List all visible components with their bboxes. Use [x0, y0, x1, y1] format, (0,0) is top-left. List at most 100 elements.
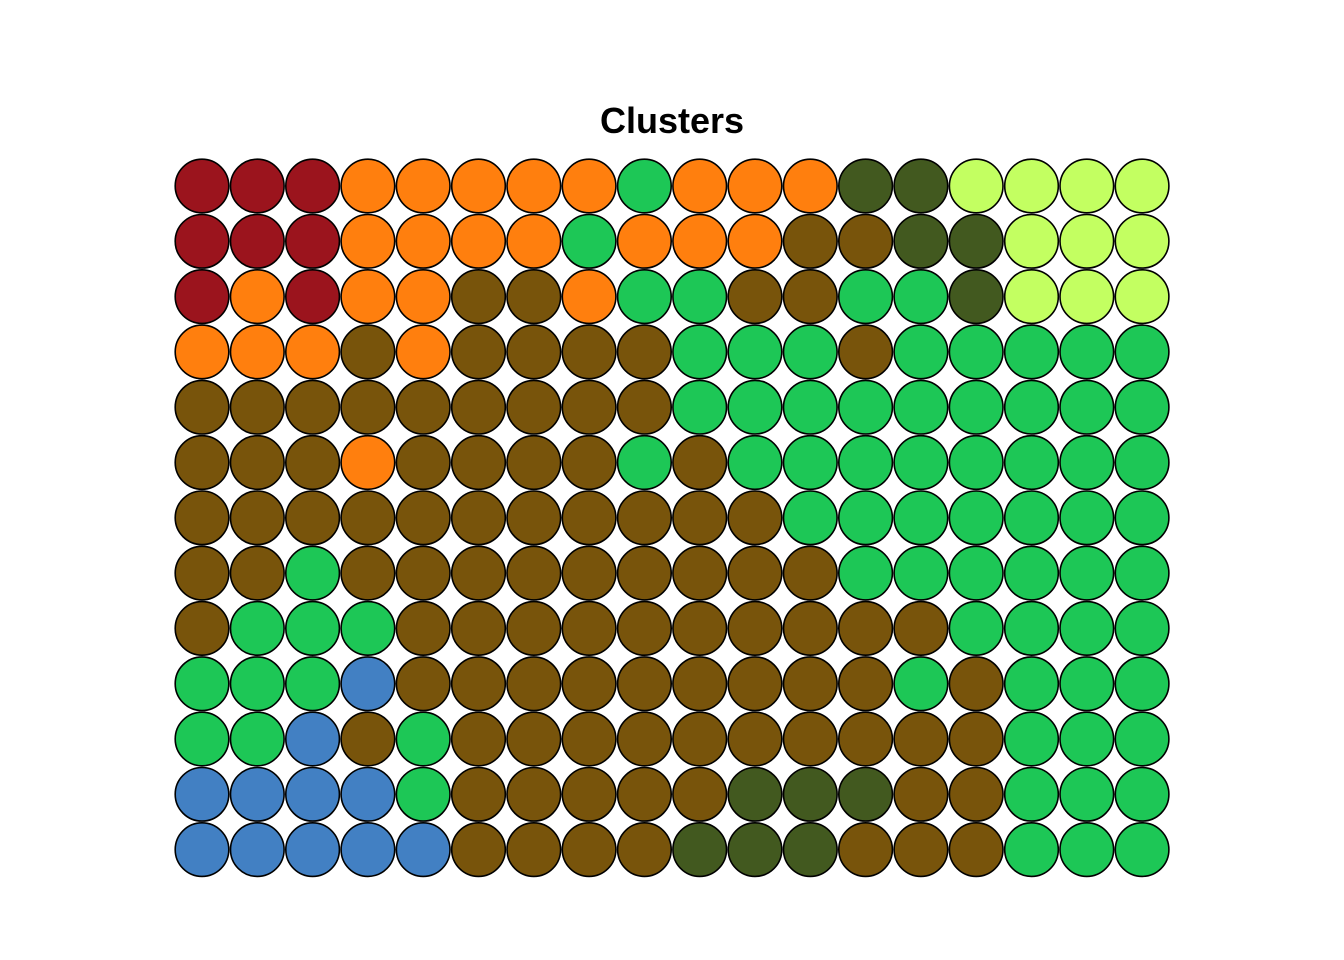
cluster-cell-r5-c12	[782, 379, 838, 435]
cluster-cell-r11-c14	[893, 711, 949, 767]
cluster-cell-r5-c9	[616, 379, 673, 435]
cluster-cell-r7-c11	[727, 490, 783, 546]
cluster-cell-r9-c12	[782, 600, 838, 657]
cluster-cell-r7-c15	[948, 490, 1004, 546]
cluster-cell-r12-c2	[229, 766, 285, 822]
cluster-cell-r13-c13	[837, 821, 894, 878]
cluster-cell-r6-c8	[561, 434, 617, 491]
cluster-cell-r12-c7	[506, 766, 562, 822]
cluster-cell-r10-c12	[782, 656, 838, 712]
cluster-cell-r6-c2	[229, 434, 285, 491]
cluster-cell-r9-c13	[837, 600, 894, 657]
cluster-cell-r1-c12	[782, 158, 838, 214]
cluster-cell-r2-c5	[395, 213, 451, 269]
cluster-cell-r13-c18	[1114, 821, 1170, 878]
cluster-cell-r9-c2	[229, 600, 285, 657]
cluster-cell-r12-c15	[948, 766, 1004, 822]
cluster-cell-r2-c18	[1114, 213, 1170, 269]
cluster-cell-r12-c18	[1114, 766, 1170, 822]
cluster-cell-r1-c14	[893, 158, 949, 214]
cluster-cell-r4-c5	[395, 324, 451, 380]
cluster-cell-r4-c15	[948, 324, 1004, 380]
cluster-cell-r9-c18	[1114, 600, 1170, 657]
cluster-cell-r9-c11	[727, 600, 783, 657]
cluster-cell-r5-c15	[948, 379, 1004, 435]
cluster-cell-r11-c15	[948, 711, 1004, 767]
cluster-cell-r10-c5	[395, 656, 451, 712]
cluster-cell-r4-c7	[506, 324, 562, 380]
cluster-cell-r13-c4	[340, 821, 396, 878]
cluster-cell-r10-c1	[174, 656, 230, 712]
cluster-cell-r4-c12	[782, 324, 838, 380]
cluster-cell-r7-c5	[395, 490, 451, 546]
cluster-cell-r9-c17	[1059, 600, 1115, 657]
cluster-cell-r13-c11	[727, 821, 783, 878]
cluster-cell-r8-c8	[561, 545, 617, 601]
cluster-cell-r13-c6	[450, 821, 507, 878]
cluster-cell-r10-c2	[229, 656, 285, 712]
cluster-cell-r5-c8	[561, 379, 617, 435]
cluster-cell-r12-c12	[782, 766, 838, 822]
cluster-cell-r1-c4	[340, 158, 396, 214]
cluster-cell-r6-c6	[450, 434, 507, 491]
cluster-cell-r6-c12	[782, 434, 838, 491]
cluster-cell-r5-c3	[285, 379, 341, 435]
cluster-cell-r1-c8	[561, 158, 617, 214]
cluster-cell-r12-c9	[616, 766, 673, 822]
cluster-cell-r7-c3	[285, 490, 341, 546]
cluster-cell-r12-c6	[450, 766, 507, 822]
cluster-cell-r11-c18	[1114, 711, 1170, 767]
cluster-cell-r5-c5	[395, 379, 451, 435]
cluster-cell-r3-c15	[948, 269, 1004, 325]
cluster-cell-r11-c16	[1003, 711, 1060, 767]
cluster-cell-r3-c18	[1114, 269, 1170, 325]
cluster-cell-r4-c3	[285, 324, 341, 380]
cluster-cell-r1-c2	[229, 158, 285, 214]
cluster-cell-r10-c7	[506, 656, 562, 712]
cluster-cell-r7-c6	[450, 490, 507, 546]
cluster-cell-r6-c16	[1003, 434, 1060, 491]
cluster-cell-r3-c5	[395, 269, 451, 325]
cluster-cell-r10-c13	[837, 656, 894, 712]
cluster-cell-r6-c10	[672, 434, 728, 491]
cluster-cell-r12-c14	[893, 766, 949, 822]
cluster-cell-r1-c7	[506, 158, 562, 214]
cluster-cell-r11-c2	[229, 711, 285, 767]
cluster-cell-r9-c1	[174, 600, 230, 657]
cluster-cell-r10-c11	[727, 656, 783, 712]
cluster-cell-r8-c11	[727, 545, 783, 601]
cluster-cell-r4-c8	[561, 324, 617, 380]
cluster-cell-r5-c4	[340, 379, 396, 435]
cluster-cell-r10-c17	[1059, 656, 1115, 712]
cluster-cell-r1-c3	[285, 158, 341, 214]
cluster-cell-r9-c14	[893, 600, 949, 657]
cluster-cell-r1-c13	[837, 158, 894, 214]
cluster-cell-r13-c2	[229, 821, 285, 878]
cluster-cell-r8-c10	[672, 545, 728, 601]
cluster-cell-r7-c9	[616, 490, 673, 546]
cluster-cell-r12-c17	[1059, 766, 1115, 822]
cluster-cell-r13-c9	[616, 821, 673, 878]
cluster-cell-r8-c14	[893, 545, 949, 601]
cluster-cell-r3-c16	[1003, 269, 1060, 325]
cluster-cell-r8-c13	[837, 545, 894, 601]
cluster-cell-r4-c10	[672, 324, 728, 380]
cluster-cell-r8-c15	[948, 545, 1004, 601]
cluster-cell-r5-c6	[450, 379, 507, 435]
cluster-cell-r1-c10	[672, 158, 728, 214]
cluster-cell-r13-c16	[1003, 821, 1060, 878]
cluster-cell-r10-c4	[340, 656, 396, 712]
cluster-cell-r5-c17	[1059, 379, 1115, 435]
cluster-cell-r4-c2	[229, 324, 285, 380]
cluster-cell-r8-c16	[1003, 545, 1060, 601]
cluster-cell-r2-c17	[1059, 213, 1115, 269]
cluster-cell-r11-c9	[616, 711, 673, 767]
cluster-cell-r3-c13	[837, 269, 894, 325]
cluster-cell-r4-c9	[616, 324, 673, 380]
cluster-cell-r5-c18	[1114, 379, 1170, 435]
cluster-cell-r7-c16	[1003, 490, 1060, 546]
cluster-cell-r7-c2	[229, 490, 285, 546]
cluster-cell-r8-c12	[782, 545, 838, 601]
cluster-cell-r11-c10	[672, 711, 728, 767]
